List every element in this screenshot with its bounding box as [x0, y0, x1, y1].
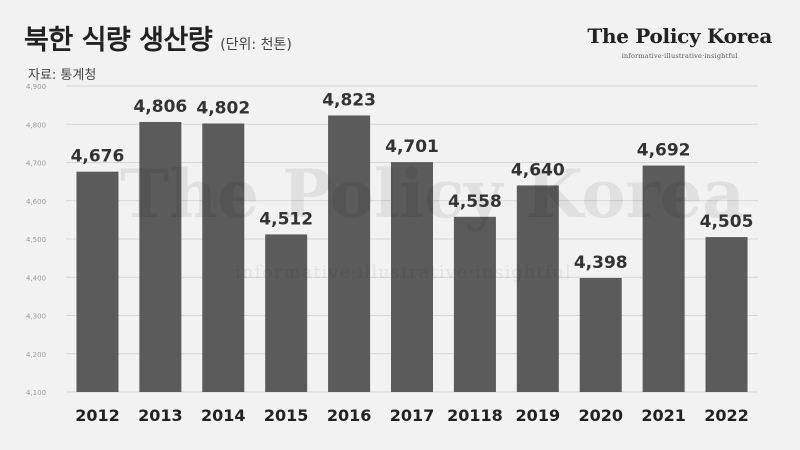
x-tick-label: 2021 — [641, 406, 686, 425]
y-tick-label: 4,900 — [26, 83, 46, 91]
data-label: 4,512 — [259, 209, 313, 229]
y-tick-label: 4,100 — [26, 389, 46, 397]
brand-logo: The Policy Korea informative·illustrativ… — [587, 24, 772, 60]
chart-header: 북한 식량 생산량 (단위: 천톤) — [24, 18, 292, 57]
bar — [579, 278, 622, 392]
y-tick-label: 4,300 — [26, 313, 46, 321]
y-tick-label: 4,200 — [26, 351, 46, 359]
bar — [265, 234, 308, 392]
data-label: 4,802 — [196, 98, 250, 118]
x-tick-label: 2022 — [704, 406, 749, 425]
x-tick-label: 2015 — [264, 406, 309, 425]
bar — [202, 123, 245, 393]
bar — [453, 216, 496, 392]
y-tick-label: 4,400 — [26, 274, 46, 282]
data-label: 4,505 — [700, 212, 754, 232]
x-tick-label: 2020 — [578, 406, 623, 425]
data-label: 4,806 — [133, 97, 187, 117]
y-tick-label: 4,800 — [26, 121, 46, 129]
bar — [705, 237, 748, 392]
x-tick-label: 2019 — [516, 406, 561, 425]
bar — [76, 171, 119, 392]
x-tick-label: 20118 — [447, 406, 503, 425]
x-tick-label: 2013 — [138, 406, 183, 425]
data-label: 4,823 — [322, 90, 376, 110]
data-label: 4,558 — [448, 192, 502, 212]
chart-title: 북한 식량 생산량 — [24, 25, 213, 56]
x-tick-label: 2016 — [327, 406, 372, 425]
data-label: 4,692 — [637, 141, 691, 161]
data-label: 4,640 — [511, 160, 565, 180]
y-tick-label: 4,600 — [26, 198, 46, 206]
data-label: 4,398 — [574, 253, 628, 273]
bar — [139, 121, 182, 392]
data-label: 4,701 — [385, 137, 439, 157]
bar — [391, 162, 433, 392]
bar — [516, 185, 559, 392]
source-label: 자료: 통계청 — [28, 68, 97, 83]
x-tick-label: 2012 — [75, 406, 120, 425]
y-tick-label: 4,500 — [26, 236, 46, 244]
x-tick-label: 2017 — [390, 406, 435, 425]
bar — [328, 115, 371, 392]
x-tick-label: 2014 — [201, 406, 246, 425]
unit-label: (단위: 천톤) — [220, 37, 292, 53]
brand-name: The Policy Korea — [587, 24, 772, 48]
y-tick-label: 4,700 — [26, 160, 46, 168]
bar — [642, 165, 685, 392]
data-label: 4,676 — [71, 147, 125, 167]
brand-tagline: informative·illustrative·insightful — [621, 52, 738, 60]
